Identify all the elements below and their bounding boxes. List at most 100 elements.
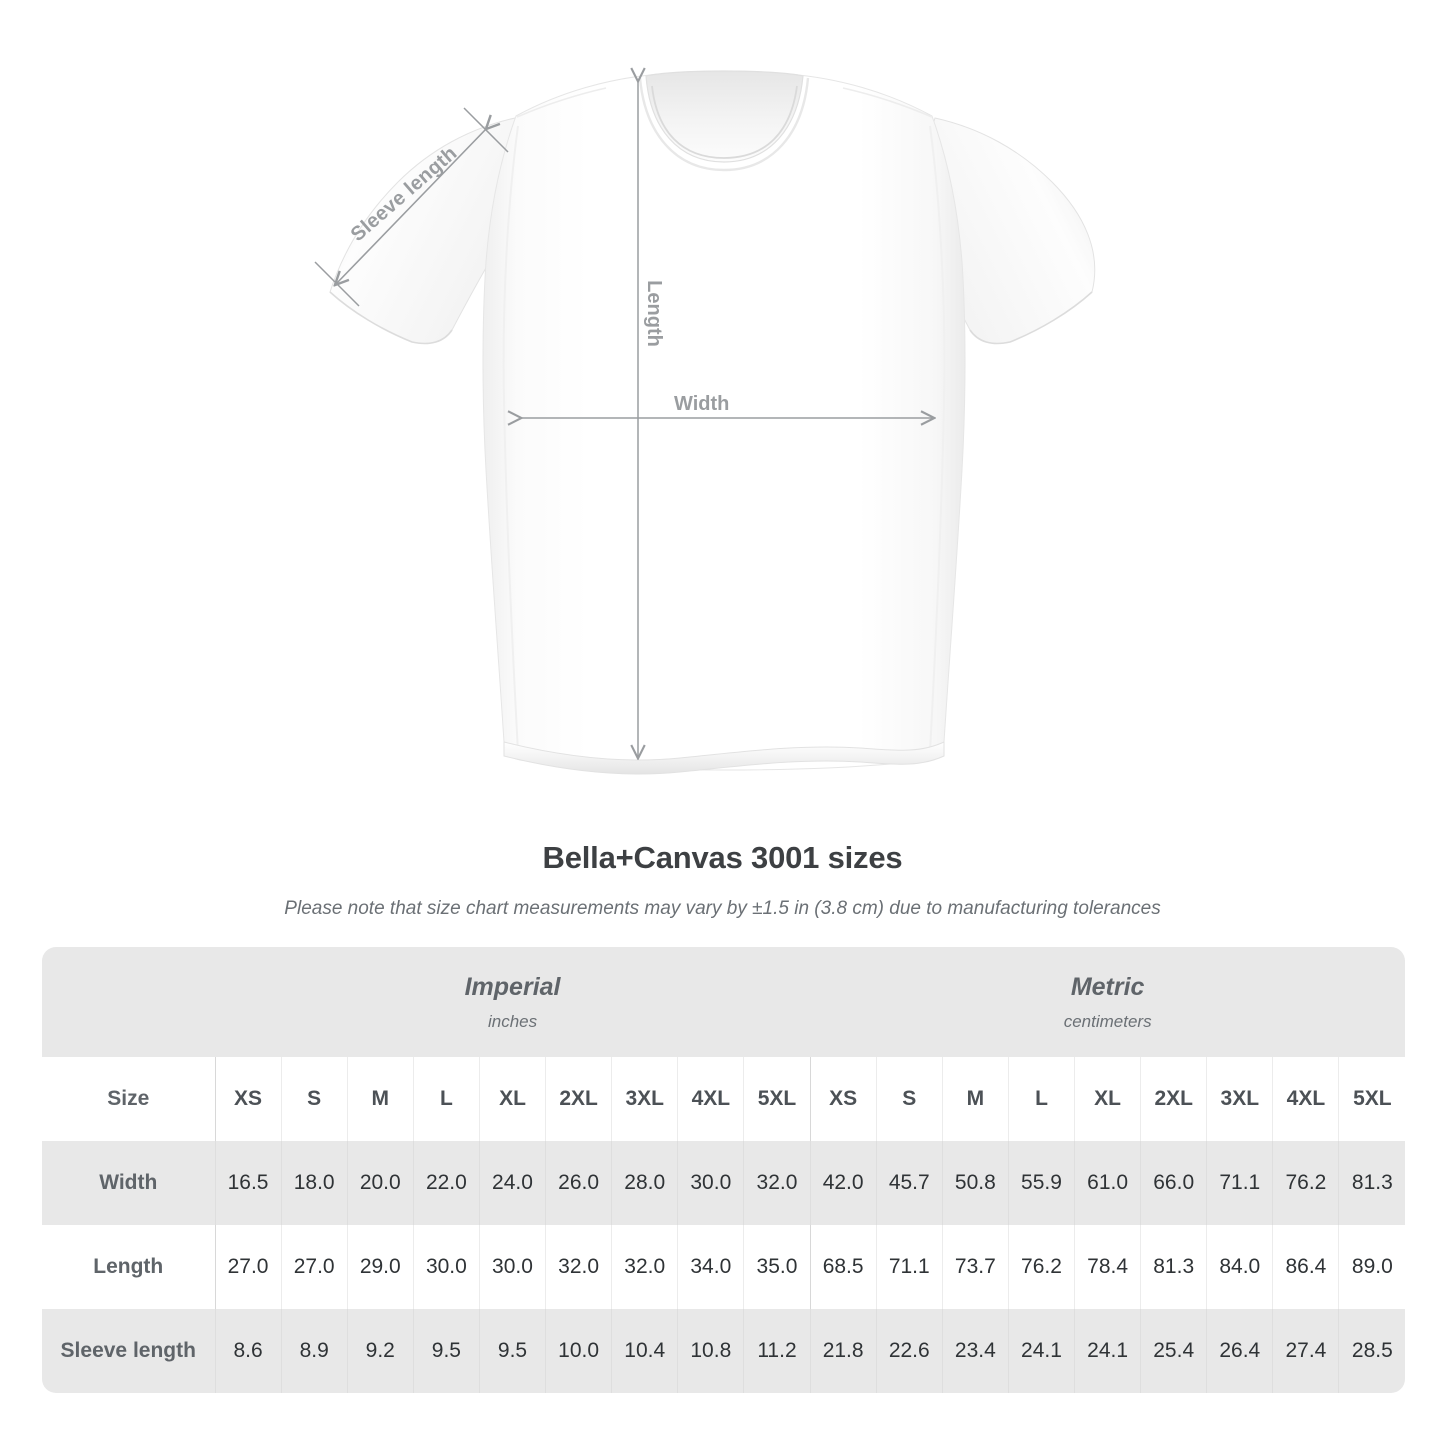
cell-sleeve-length-l-imperial: 9.5 <box>412 1309 480 1393</box>
column-header-size: Size <box>42 1057 215 1141</box>
column-header-size-s-imperial: S <box>280 1057 348 1141</box>
cell-length-m-metric: 73.7 <box>941 1225 1009 1309</box>
unit-header-metric: Metric centimeters <box>810 947 1406 1057</box>
collar-band <box>645 70 804 163</box>
column-header-size-m-metric: M <box>941 1057 1009 1141</box>
cell-sleeve-length-m-metric: 23.4 <box>941 1309 1009 1393</box>
cell-width-4xl-metric: 76.2 <box>1272 1141 1339 1225</box>
cell-length-4xl-imperial: 34.0 <box>677 1225 744 1309</box>
column-header-size-5xl-metric: 5XL <box>1338 1057 1406 1141</box>
row-label-width: Width <box>42 1141 215 1225</box>
unit-name: Metric <box>1070 973 1145 1002</box>
size-chart-heading: Bella+Canvas 3001 sizes Please note that… <box>0 840 1445 920</box>
cell-sleeve-length-l-metric: 24.1 <box>1007 1309 1075 1393</box>
column-header-size-5xl-imperial: 5XL <box>743 1057 811 1141</box>
cell-width-xs-imperial: 16.5 <box>214 1141 282 1225</box>
column-header-size-3xl-imperial: 3XL <box>611 1057 678 1141</box>
cell-width-m-metric: 50.8 <box>941 1141 1009 1225</box>
collar-inner-edge <box>651 85 798 159</box>
cell-width-l-imperial: 22.0 <box>412 1141 480 1225</box>
column-header-size-s-metric: S <box>875 1057 943 1141</box>
size-header-row: Size XS S M L XL 2XL 3XL 4XL 5XL XS S M L XL 2XL 3XL 4XL 5… <box>42 1057 1406 1141</box>
cell-width-5xl-imperial: 32.0 <box>743 1141 811 1225</box>
cell-length-l-metric: 76.2 <box>1007 1225 1075 1309</box>
cell-length-m-imperial: 29.0 <box>346 1225 414 1309</box>
length-label: Length <box>642 280 665 347</box>
column-header-size-xs-imperial: XS <box>214 1057 282 1141</box>
body-crease-left <box>502 125 519 753</box>
unit-header-imperial: Imperial inches <box>215 947 811 1057</box>
cell-sleeve-length-3xl-imperial: 10.4 <box>611 1309 678 1393</box>
collar-outer-edge <box>638 77 810 172</box>
cell-width-xs-metric: 42.0 <box>809 1141 877 1225</box>
width-label: Width <box>674 393 730 415</box>
unit-header-spacer <box>42 947 215 1057</box>
cell-length-s-imperial: 27.0 <box>280 1225 348 1309</box>
column-header-size-xl-imperial: XL <box>478 1057 546 1141</box>
column-header-size-3xl-metric: 3XL <box>1206 1057 1273 1141</box>
cell-width-3xl-metric: 71.1 <box>1206 1141 1273 1225</box>
sleeve-tick-top <box>463 107 509 153</box>
column-header-size-m-imperial: M <box>346 1057 414 1141</box>
shirt-body <box>482 70 966 771</box>
cell-sleeve-length-s-metric: 22.6 <box>875 1309 943 1393</box>
right-sleeve-hem <box>969 291 1093 345</box>
cell-length-l-imperial: 30.0 <box>412 1225 480 1309</box>
cell-length-xl-imperial: 30.0 <box>478 1225 546 1309</box>
cell-width-xl-metric: 61.0 <box>1074 1141 1141 1225</box>
cell-sleeve-length-4xl-imperial: 10.8 <box>677 1309 744 1393</box>
shoulder-seam-left <box>516 87 607 118</box>
cell-width-4xl-imperial: 30.0 <box>677 1141 744 1225</box>
cell-width-s-metric: 45.7 <box>875 1141 943 1225</box>
column-header-size-4xl-imperial: 4XL <box>677 1057 744 1141</box>
cell-width-2xl-metric: 66.0 <box>1140 1141 1207 1225</box>
cell-width-m-imperial: 20.0 <box>346 1141 414 1225</box>
cell-width-3xl-imperial: 28.0 <box>611 1141 678 1225</box>
cell-width-l-metric: 55.9 <box>1007 1141 1075 1225</box>
cell-length-xs-metric: 68.5 <box>809 1225 877 1309</box>
cell-length-5xl-metric: 89.0 <box>1338 1225 1406 1309</box>
table-row: Length 27.0 27.0 29.0 30.0 30.0 32.0 32.0 34.0 35… <box>42 1225 1406 1309</box>
column-header-size-l-metric: L <box>1007 1057 1075 1141</box>
tshirt-illustration <box>314 0 1096 775</box>
column-header-size-xl-metric: XL <box>1074 1057 1141 1141</box>
shirt-hem <box>503 741 945 775</box>
cell-sleeve-length-s-imperial: 8.9 <box>280 1309 348 1393</box>
cell-length-3xl-imperial: 32.0 <box>611 1225 678 1309</box>
sleeve-tick-bottom <box>314 261 360 307</box>
cell-length-2xl-imperial: 32.0 <box>545 1225 612 1309</box>
sleeve-length-dimension <box>314 107 509 307</box>
cell-length-4xl-metric: 86.4 <box>1272 1225 1339 1309</box>
cell-width-s-imperial: 18.0 <box>280 1141 348 1225</box>
cell-length-2xl-metric: 81.3 <box>1140 1225 1207 1309</box>
cell-sleeve-length-xs-metric: 21.8 <box>809 1309 877 1393</box>
column-header-size-l-imperial: L <box>412 1057 480 1141</box>
cell-sleeve-length-xl-imperial: 9.5 <box>478 1309 546 1393</box>
body-crease-right <box>929 125 946 753</box>
row-label-sleeve-length: Sleeve length <box>42 1309 215 1393</box>
cell-sleeve-length-2xl-metric: 25.4 <box>1140 1309 1207 1393</box>
unit-subtitle: inches <box>487 1011 538 1031</box>
cell-sleeve-length-5xl-metric: 28.5 <box>1338 1309 1406 1393</box>
left-sleeve-hem <box>329 291 453 345</box>
cell-sleeve-length-2xl-imperial: 10.0 <box>545 1309 612 1393</box>
column-header-size-2xl-imperial: 2XL <box>545 1057 612 1141</box>
cell-sleeve-length-4xl-metric: 27.4 <box>1272 1309 1339 1393</box>
cell-sleeve-length-xl-metric: 24.1 <box>1074 1309 1141 1393</box>
cell-length-s-metric: 71.1 <box>875 1225 943 1309</box>
column-header-size-2xl-metric: 2XL <box>1140 1057 1207 1141</box>
cell-width-xl-imperial: 24.0 <box>478 1141 546 1225</box>
cell-length-3xl-metric: 84.0 <box>1206 1225 1273 1309</box>
size-chart-table-container: Imperial inches Metric centimeters Size XS S M L… <box>42 947 1406 1393</box>
cell-length-xl-metric: 78.4 <box>1074 1225 1141 1309</box>
table-row: Sleeve length 8.6 8.9 9.2 9.5 9.5 10.0 10.4 10.8… <box>42 1309 1406 1393</box>
unit-header-row: Imperial inches Metric centimeters <box>42 947 1406 1057</box>
cell-length-5xl-imperial: 35.0 <box>743 1225 811 1309</box>
cell-width-5xl-metric: 81.3 <box>1338 1141 1406 1225</box>
tshirt-measurement-diagram: Sleeve length Length Width <box>314 0 1096 775</box>
unit-subtitle: centimeters <box>1063 1011 1152 1031</box>
table-row: Width 16.5 18.0 20.0 22.0 24.0 26.0 28.0 30.0 32.… <box>42 1141 1406 1225</box>
cell-width-2xl-imperial: 26.0 <box>545 1141 612 1225</box>
cell-sleeve-length-5xl-imperial: 11.2 <box>743 1309 811 1393</box>
size-chart-table: Imperial inches Metric centimeters Size XS S M L… <box>42 947 1406 1393</box>
